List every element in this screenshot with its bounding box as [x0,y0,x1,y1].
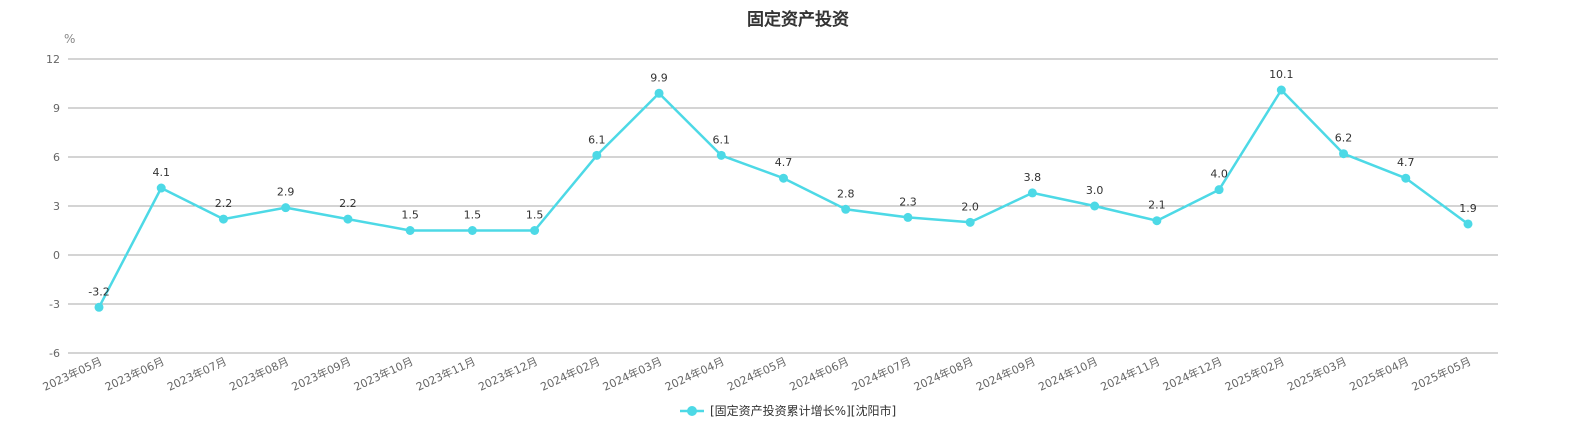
data-label: 6.1 [588,133,606,146]
data-point[interactable] [841,204,851,214]
grid-lines [68,58,1498,354]
x-tick-label: 2024年10月 [1036,354,1100,394]
x-tick-label: 2023年11月 [414,354,478,394]
data-label: 1.5 [464,209,482,222]
y-tick-label: -6 [49,347,60,360]
x-tick-label: 2025年04月 [1347,354,1411,394]
data-point[interactable] [1152,216,1162,226]
data-label: 10.1 [1269,68,1294,81]
x-tick-label: 2023年12月 [476,354,540,394]
data-point[interactable] [1090,201,1100,211]
data-point[interactable] [281,203,291,213]
y-tick-label: 12 [46,53,60,66]
data-label: 6.2 [1335,132,1353,145]
data-point[interactable] [592,150,602,160]
x-tick-label: 2023年10月 [351,354,415,394]
y-tick-label: 3 [53,200,60,213]
data-point[interactable] [343,214,353,224]
data-label: 1.5 [401,209,419,222]
x-tick-label: 2024年05月 [725,354,789,394]
x-tick-label: 2024年04月 [663,354,727,394]
data-point[interactable] [156,183,166,193]
data-label: -3.2 [88,285,109,298]
x-tick-label: 2025年05月 [1409,354,1473,394]
data-point[interactable] [779,173,788,183]
data-point[interactable] [94,302,104,312]
data-point[interactable] [405,226,415,235]
data-label: 1.9 [1459,202,1477,215]
y-tick-label: 9 [53,102,60,115]
x-tick-label: 2024年09月 [974,354,1038,394]
data-label: 1.5 [526,209,544,222]
data-label: 2.2 [339,197,357,210]
x-tick-label: 2024年06月 [787,354,851,394]
data-point[interactable] [654,88,664,98]
data-point[interactable] [1214,185,1224,195]
x-tick-label: 2025年02月 [1223,354,1287,394]
x-tick-label: 2025年03月 [1285,354,1349,394]
data-label: 4.1 [152,166,170,179]
data-label: 2.1 [1148,199,1166,212]
data-label: 4.0 [1210,168,1228,181]
x-tick-label: 2024年02月 [538,354,602,394]
x-tick-label: 2024年07月 [849,354,913,394]
x-tick-label: 2024年08月 [912,354,976,394]
x-axis-ticks: 2023年05月2023年06月2023年07月2023年08月2023年09月… [40,354,1473,394]
x-tick-label: 2024年03月 [600,354,664,394]
x-tick-label: 2023年08月 [227,354,291,394]
data-label: 2.8 [837,187,855,200]
data-label: 9.9 [650,71,668,84]
data-point[interactable] [467,226,477,235]
data-point[interactable] [716,150,726,160]
data-point[interactable] [1027,188,1037,198]
data-label: 3.8 [1024,171,1042,184]
data-label: 2.0 [961,200,979,213]
data-label: 2.2 [215,197,233,210]
chart-title: 固定资产投资 [747,9,849,30]
y-axis-unit: % [64,32,75,46]
y-tick-label: 6 [53,151,60,164]
y-axis-ticks: -6 -3 0 3 6 9 12 [46,53,60,360]
legend[interactable]: [固定资产投资累计增长%][沈阳市] [680,403,896,418]
x-tick-label: 2023年06月 [103,354,167,394]
legend-marker [687,406,697,416]
data-point[interactable] [965,217,975,227]
series-layer: -3.2 4.1 2.2 2.9 2.2 1.5 1.5 1.5 6.1 9.9 6.1 4.7 2.8… [88,68,1477,312]
data-label: 4.7 [1397,156,1415,169]
legend-series-name: [固定资产投资累计增长%][沈阳市] [710,403,896,418]
data-label: 2.3 [899,195,917,208]
data-point[interactable] [1339,149,1349,159]
data-point[interactable] [903,212,913,222]
data-point[interactable] [1276,85,1286,95]
data-point[interactable] [530,226,540,235]
data-label: 3.0 [1086,184,1104,197]
data-point[interactable] [1401,173,1411,183]
y-tick-label: -3 [49,298,60,311]
x-tick-label: 2024年11月 [1098,354,1162,394]
data-point[interactable] [1463,219,1473,229]
data-label: 6.1 [713,133,731,146]
series-line [97,88,1469,308]
x-tick-label: 2024年12月 [1160,354,1224,394]
x-tick-label: 2023年09月 [289,354,353,394]
data-label: 4.7 [775,156,793,169]
data-label: 2.9 [277,186,295,199]
y-tick-label: 0 [53,249,60,262]
data-point[interactable] [218,214,228,224]
x-tick-label: 2023年07月 [165,354,229,394]
